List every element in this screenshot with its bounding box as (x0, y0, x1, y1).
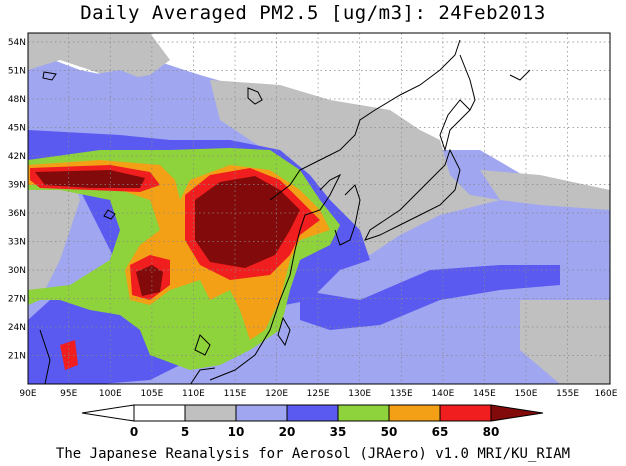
lon-label: 90E (19, 389, 36, 399)
lat-axis: 54N 51N 48N 45N 42N 39N 36N 33N 30N 27N … (8, 38, 26, 362)
lon-label: 115E (224, 389, 247, 399)
blue-plume-pacific (300, 265, 560, 330)
grey-patch-se (520, 300, 610, 384)
lat-label: 51N (8, 67, 26, 77)
lon-axis: 90E 95E 100E 105E 110E 115E 120E 125E 13… (19, 389, 617, 399)
lon-label: 160E (595, 389, 618, 399)
colorbar-label: 35 (330, 425, 347, 439)
lon-label: 105E (140, 389, 163, 399)
colorbar: 0 5 10 20 35 50 65 80 (81, 404, 544, 439)
credit-line: The Japanese Reanalysis for Aerosol (JRA… (55, 446, 571, 462)
colorbar-label: 10 (228, 425, 245, 439)
lon-label: 125E (307, 389, 330, 399)
lat-label: 54N (8, 38, 26, 48)
lon-label: 120E (265, 389, 288, 399)
grey-patch-pacific (480, 170, 610, 210)
colorbar-label: 0 (130, 425, 138, 439)
grey-patch-nw (28, 33, 170, 80)
lat-label: 33N (8, 238, 26, 248)
colorbar-label: 80 (483, 425, 500, 439)
lat-label: 27N (8, 295, 26, 305)
colorbar-min-arrow (81, 404, 135, 422)
colorbar-bin (388, 404, 441, 422)
bg-0-5-north (28, 33, 610, 190)
colorbar-bin (184, 404, 237, 422)
lat-label: 21N (8, 352, 26, 362)
map-frame (27, 32, 611, 385)
lat-label: 30N (8, 266, 26, 276)
lon-label: 95E (60, 389, 77, 399)
grey-patch-tibet (28, 170, 80, 305)
lon-label: 100E (99, 389, 122, 399)
colorbar-label: 5 (181, 425, 189, 439)
colorbar-bin (133, 404, 186, 422)
colorbar-label: 20 (279, 425, 296, 439)
colorbar-bin (235, 404, 288, 422)
colorbar-label: 65 (432, 425, 449, 439)
darkred-sichuan (136, 265, 163, 296)
colorbar-max-arrow (490, 404, 544, 422)
lon-label: 150E (515, 389, 538, 399)
lon-label: 140E (431, 389, 454, 399)
coastlines (39, 39, 531, 384)
lat-label: 24N (8, 323, 26, 333)
lon-label: 110E (182, 389, 205, 399)
lon-label: 145E (473, 389, 496, 399)
red-speck-south (60, 340, 78, 370)
lat-label: 45N (8, 124, 26, 134)
map-title: Daily Averaged PM2.5 [ug/m3]: 24Feb2013 (80, 2, 546, 24)
colorbar-bin (439, 404, 492, 422)
darkred-band-north (35, 170, 145, 188)
lat-label: 36N (8, 209, 26, 219)
lon-label: 155E (556, 389, 579, 399)
lon-label: 135E (390, 389, 413, 399)
lat-label: 39N (8, 181, 26, 191)
colorbar-label: 50 (381, 425, 398, 439)
pm25-field (28, 33, 610, 384)
lat-label: 48N (8, 95, 26, 105)
lon-label: 130E (348, 389, 371, 399)
colorbar-bin (337, 404, 390, 422)
lat-label: 42N (8, 152, 26, 162)
colorbar-bin (286, 404, 339, 422)
darkred-north-china (195, 176, 300, 268)
